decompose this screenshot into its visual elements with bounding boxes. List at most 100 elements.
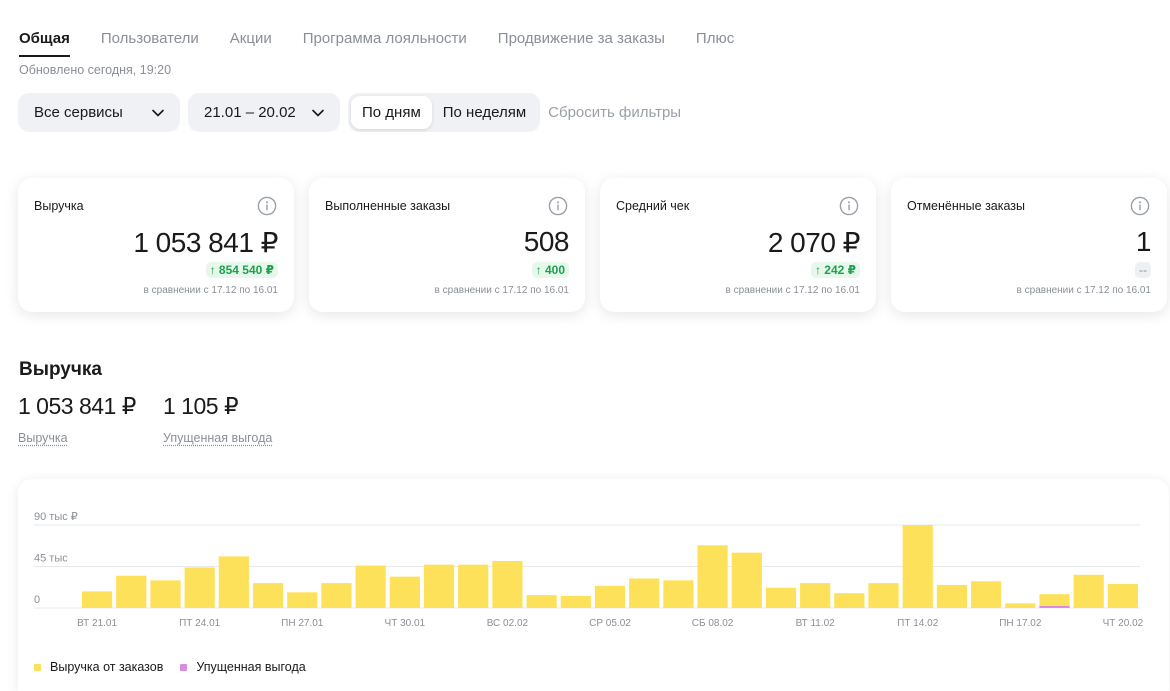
revenue-section-title: Выручка — [19, 359, 102, 380]
bar-revenue — [971, 581, 1002, 608]
bar-revenue — [663, 580, 694, 608]
bar-revenue — [252, 583, 284, 608]
kpi-title: Выручка — [34, 199, 84, 213]
revenue-chart-card: 90 тыс ₽ 45 тыс 0 ВТ 21.01 ПТ 24.01 ПН 27.01 Ч… — [18, 479, 1169, 691]
date-range-value: 21.01 – 20.02 — [204, 104, 296, 121]
bar-revenue — [834, 593, 865, 608]
bar-revenue — [629, 578, 660, 608]
chart-legend: Выручка от заказов Упущенная выгода — [34, 660, 306, 674]
bar-revenue — [287, 592, 318, 608]
tab-general[interactable]: Общая — [19, 30, 70, 57]
lost-profit-metric: 1 105 ₽ Упущенная выгода — [163, 393, 272, 445]
bar-revenue — [1073, 574, 1104, 608]
services-select[interactable]: Все сервисы — [18, 93, 180, 132]
revenue-metric: 1 053 841 ₽ Выручка — [18, 393, 136, 445]
kpi-title: Выполненные заказы — [325, 199, 451, 213]
services-select-value: Все сервисы — [34, 104, 123, 121]
kpi-compare-period: в сравнении с 17.12 по 16.01 — [434, 285, 569, 296]
bar-revenue — [184, 567, 215, 608]
tab-loyalty-program[interactable]: Программа лояльности — [302, 30, 467, 47]
granularity-toggle: По дням По неделям — [348, 93, 541, 132]
chevron-down-icon — [312, 109, 324, 116]
by-weeks-button[interactable]: По неделям — [442, 104, 527, 121]
x-tick-label: ВТ 21.01 — [77, 618, 117, 629]
y-tick-label: 90 тыс ₽ — [34, 511, 78, 523]
kpi-value: 2 070 ₽ — [767, 227, 861, 258]
tab-plus[interactable]: Плюс — [695, 30, 735, 47]
legend-swatch — [34, 663, 41, 671]
bar-revenue — [697, 545, 728, 608]
metric-value: 1 105 ₽ — [163, 393, 239, 419]
kpi-card-cancelled-orders: Отменённые заказы 1 -- в сравнении с 17.… — [891, 178, 1167, 312]
legend-swatch — [180, 663, 188, 671]
kpi-compare-period: в сравнении с 17.12 по 16.01 — [143, 285, 278, 296]
kpi-value: 1 053 841 ₽ — [133, 227, 278, 258]
filter-bar: Все сервисы 21.01 – 20.02 По дням По нед… — [18, 93, 681, 132]
by-days-button[interactable]: По дням — [351, 96, 432, 129]
info-icon[interactable] — [257, 196, 277, 216]
tab-order-promotion[interactable]: Продвижение за заказы — [497, 30, 665, 47]
x-tick-label: ПН 17.02 — [999, 618, 1042, 629]
bar-revenue — [868, 583, 899, 608]
bar-revenue — [800, 583, 831, 608]
kpi-compare-period: в сравнении с 17.12 по 16.01 — [1016, 285, 1151, 296]
kpi-delta-badge: ↑ 400 — [531, 262, 569, 278]
metric-label[interactable]: Выручка — [18, 431, 68, 445]
reset-filters-button[interactable]: Сбросить фильтры — [548, 104, 682, 121]
kpi-value: 1 — [1135, 226, 1152, 257]
info-icon[interactable] — [548, 196, 568, 216]
kpi-delta-badge: ↑ 242 ₽ — [810, 262, 860, 278]
x-tick-label: ВТ 11.02 — [796, 618, 836, 629]
kpi-delta-badge: ↑ 854 540 ₽ — [205, 262, 278, 278]
kpi-card-revenue: Выручка 1 053 841 ₽ ↑ 854 540 ₽ в сравне… — [18, 178, 294, 312]
bar-lost-profit — [1039, 606, 1070, 608]
legend-item-orders-revenue[interactable]: Выручка от заказов — [34, 660, 163, 674]
chevron-down-icon — [152, 109, 164, 116]
x-tick-label: СР 05.02 — [589, 618, 631, 629]
kpi-title: Отменённые заказы — [907, 199, 1026, 213]
kpi-title: Средний чек — [616, 199, 690, 213]
x-tick-label: ЧТ 20.02 — [1103, 618, 1144, 629]
bar-revenue — [218, 556, 249, 608]
bar-revenue — [458, 564, 489, 608]
x-tick-label: СБ 08.02 — [692, 618, 734, 629]
bar-revenue — [1107, 584, 1138, 608]
bar-revenue — [560, 596, 591, 608]
tab-promotions[interactable]: Акции — [229, 30, 272, 47]
kpi-delta-badge: -- — [1135, 262, 1151, 278]
bar-revenue — [355, 565, 386, 608]
x-tick-label: ПН 27.01 — [281, 618, 324, 629]
bar-revenue — [150, 580, 181, 608]
tab-users[interactable]: Пользователи — [100, 30, 199, 47]
date-range-select[interactable]: 21.01 – 20.02 — [188, 93, 340, 132]
bar-revenue — [116, 575, 147, 608]
bar-revenue — [1039, 594, 1070, 608]
bar-revenue — [594, 585, 626, 608]
info-icon[interactable] — [839, 196, 859, 216]
bar-revenue — [82, 591, 113, 608]
x-tick-label: ПТ 14.02 — [897, 618, 939, 629]
metric-value: 1 053 841 ₽ — [18, 393, 136, 419]
bar-revenue — [389, 576, 420, 608]
x-tick-label: ВС 02.02 — [487, 618, 529, 629]
bar-revenue — [765, 587, 797, 608]
legend-label: Выручка от заказов — [50, 660, 164, 674]
kpi-card-completed-orders: Выполненные заказы 508 ↑ 400 в сравнении… — [309, 178, 585, 312]
kpi-value: 508 — [523, 226, 570, 257]
metric-label[interactable]: Упущенная выгода — [163, 431, 273, 445]
bar-revenue — [423, 564, 455, 608]
bar-revenue — [492, 560, 523, 608]
bar-revenue — [321, 583, 352, 608]
y-tick-label: 0 — [34, 594, 40, 606]
bar-revenue — [1005, 603, 1036, 608]
bar-revenue — [731, 552, 762, 608]
info-icon[interactable] — [1130, 196, 1150, 216]
legend-item-lost-profit[interactable]: Упущенная выгода — [180, 660, 306, 674]
bar-revenue — [526, 595, 557, 608]
kpi-compare-period: в сравнении с 17.12 по 16.01 — [725, 285, 860, 296]
tab-bar: Общая Пользователи Акции Программа лояль… — [19, 30, 734, 57]
legend-label: Упущенная выгода — [196, 660, 306, 674]
revenue-bar-chart: 90 тыс ₽ 45 тыс 0 ВТ 21.01 ПТ 24.01 ПН 27.01 Ч… — [34, 511, 1144, 629]
bar-revenue — [936, 584, 968, 608]
x-tick-label: ЧТ 30.01 — [385, 618, 426, 629]
